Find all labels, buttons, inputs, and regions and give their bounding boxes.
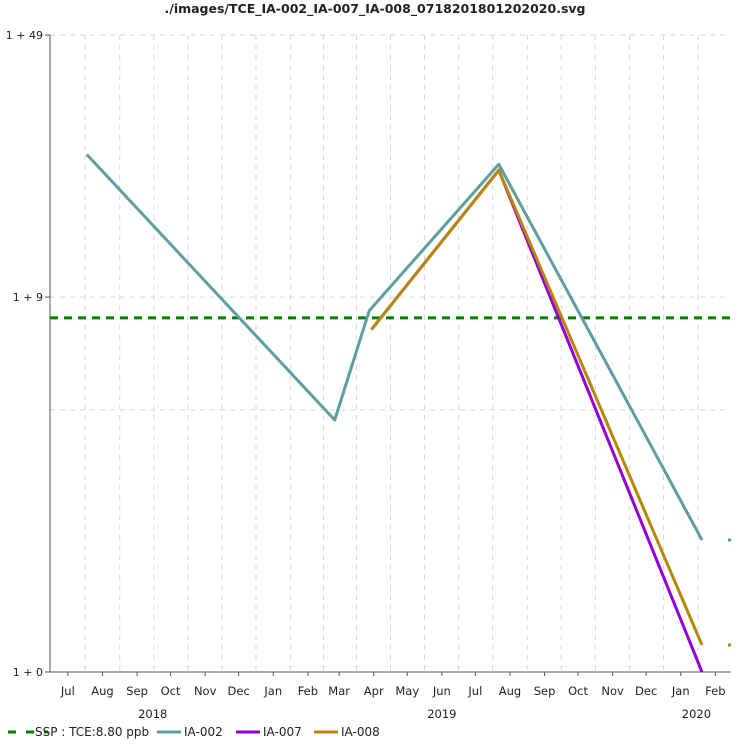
series-line-ia-008	[370, 168, 704, 646]
x-tick-label: Feb	[298, 684, 318, 698]
x-tick-label: Jan	[263, 684, 282, 698]
x-tick-label: Aug	[499, 684, 521, 698]
legend-label-ia-007: IA-007	[263, 725, 302, 739]
x-tick-label: Jun	[432, 684, 451, 698]
x-tick-label: Jul	[60, 684, 75, 698]
x-tick-label: Apr	[364, 684, 384, 698]
legend-label-ia-002: IA-002	[184, 725, 223, 739]
y-tick-label: 1 + 9	[13, 291, 43, 304]
x-tick-label: Jul	[467, 684, 482, 698]
x-tick-label: Aug	[91, 684, 113, 698]
series-line-ia-007	[370, 168, 704, 673]
axes: 1 + 0 1 + 9 1 + 49 Jul Aug Sep Oct Nov Dec Jan Feb…	[6, 29, 731, 721]
x-tick-label: Mar	[328, 684, 350, 698]
x-tick-label: Nov	[601, 684, 624, 698]
y-tick-label: 1 + 49	[6, 29, 43, 42]
x-tick-label: Dec	[228, 684, 250, 698]
x-tick-label: Dec	[635, 684, 657, 698]
x-tick-label: Oct	[161, 684, 181, 698]
year-label: 2019	[427, 707, 456, 721]
x-tick-label: Sep	[126, 684, 148, 698]
chart-title: ./images/TCE_IA-002_IA-007_IA-008_071820…	[164, 1, 586, 16]
y-tick-label: 1 + 0	[13, 666, 43, 679]
legend-label-ia-008: IA-008	[341, 725, 380, 739]
x-tick-label: May	[395, 684, 419, 698]
x-tick-label: Feb	[705, 684, 725, 698]
legend-label-ssp: SSP : TCE:8.80 ppb	[35, 725, 149, 739]
series-layer	[85, 153, 731, 673]
x-tick-label: Oct	[568, 684, 588, 698]
grid	[50, 34, 731, 673]
x-tick-label: Sep	[534, 684, 556, 698]
legend: SSP : TCE:8.80 ppb IA-002 IA-007 IA-008	[8, 725, 380, 739]
year-label: 2018	[138, 707, 167, 721]
series-line-ia-002	[85, 153, 704, 541]
x-tick-label: Jan	[671, 684, 690, 698]
year-label: 2020	[682, 707, 711, 721]
x-tick-label: Nov	[194, 684, 217, 698]
